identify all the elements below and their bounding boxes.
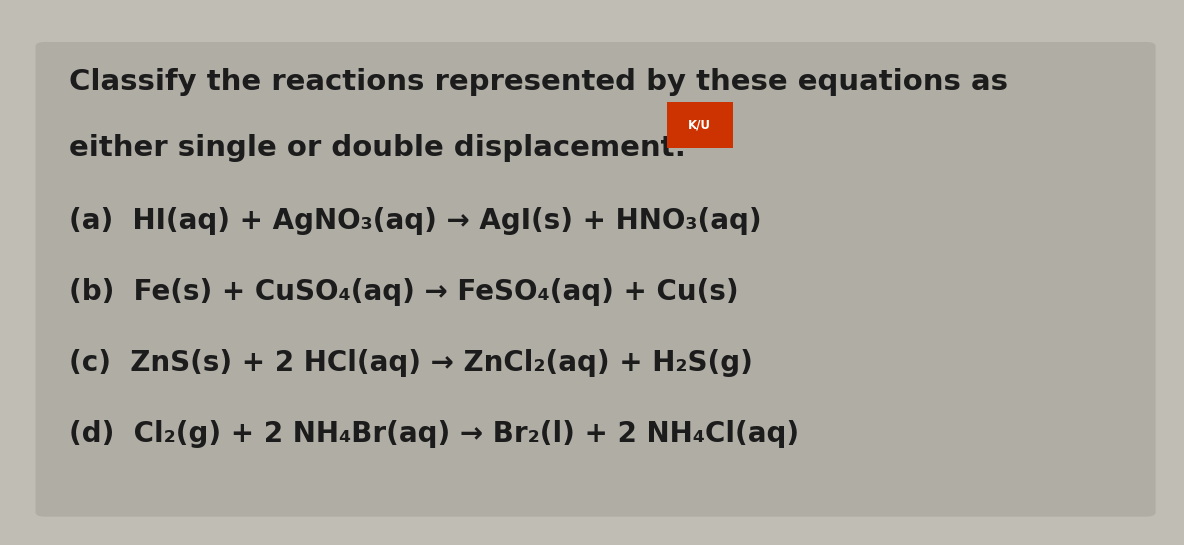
FancyBboxPatch shape	[36, 42, 1156, 517]
Text: either single or double displacement:: either single or double displacement:	[69, 134, 686, 161]
Text: (c)  ZnS(s) + 2 HCl(aq) → ZnCl₂(aq) + H₂S(g): (c) ZnS(s) + 2 HCl(aq) → ZnCl₂(aq) + H₂S…	[69, 349, 753, 377]
Text: K/U: K/U	[688, 119, 712, 132]
Text: Classify the reactions represented by these equations as: Classify the reactions represented by th…	[69, 68, 1008, 96]
Text: (b)  Fe(s) + CuSO₄(aq) → FeSO₄(aq) + Cu(s): (b) Fe(s) + CuSO₄(aq) → FeSO₄(aq) + Cu(s…	[69, 278, 739, 306]
FancyBboxPatch shape	[667, 102, 733, 148]
Text: (d)  Cl₂(g) + 2 NH₄Br(aq) → Br₂(l) + 2 NH₄Cl(aq): (d) Cl₂(g) + 2 NH₄Br(aq) → Br₂(l) + 2 NH…	[69, 420, 799, 447]
Text: (a)  HI(aq) + AgNO₃(aq) → AgI(s) + HNO₃(aq): (a) HI(aq) + AgNO₃(aq) → AgI(s) + HNO₃(a…	[69, 207, 761, 235]
